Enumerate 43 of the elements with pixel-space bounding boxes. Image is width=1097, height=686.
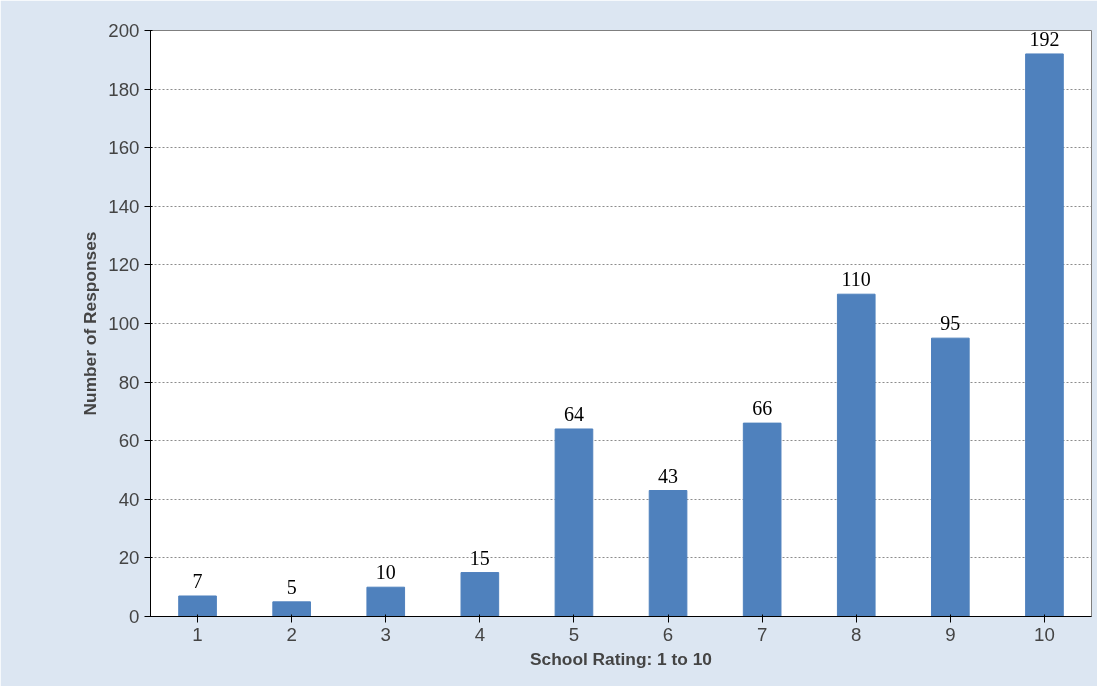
data-label: 43 <box>658 464 679 487</box>
y-tick-label: 180 <box>108 78 140 100</box>
data-label: 95 <box>940 312 961 335</box>
data-label: 15 <box>469 546 490 569</box>
y-tick-label: 140 <box>108 195 140 217</box>
x-tick-label: 10 <box>1034 623 1055 645</box>
bar <box>931 337 970 617</box>
x-tick-label: 1 <box>192 623 203 645</box>
y-tick-label: 160 <box>108 137 140 159</box>
bar <box>460 572 500 617</box>
data-label: 10 <box>375 561 396 584</box>
data-label: 110 <box>841 268 871 291</box>
y-axis-title: Number of Responses <box>80 231 101 416</box>
bar <box>1025 53 1064 617</box>
bar <box>366 586 406 617</box>
bar <box>272 601 311 617</box>
data-label: 66 <box>752 397 773 420</box>
bar <box>648 490 688 617</box>
x-tick-label: 8 <box>851 623 862 645</box>
x-tick-label: 2 <box>286 623 297 645</box>
x-tick-label: 3 <box>380 623 391 645</box>
y-tick-label: 20 <box>118 547 140 569</box>
y-tick-label: 200 <box>108 20 140 41</box>
bar <box>742 422 782 617</box>
y-tick-label: 0 <box>129 606 140 627</box>
data-label: 64 <box>563 402 584 425</box>
y-tick-label: 40 <box>118 488 140 510</box>
bar <box>836 293 876 617</box>
x-tick-label: 4 <box>474 623 486 645</box>
data-label: 5 <box>286 575 297 598</box>
y-tick-label: 120 <box>108 254 140 276</box>
data-label: 7 <box>192 569 203 592</box>
x-axis-title: School Rating: 1 to 10 <box>530 648 712 669</box>
x-tick-label: 5 <box>568 623 580 645</box>
x-tick-label: 7 <box>756 623 768 645</box>
y-tick-label: 80 <box>118 371 140 393</box>
x-tick-label: 6 <box>662 623 674 645</box>
y-tick-label: 100 <box>108 313 140 334</box>
bar <box>178 595 217 617</box>
y-tick-label: 60 <box>118 430 140 452</box>
data-label: 192 <box>1029 27 1060 50</box>
x-tick-label: 9 <box>945 623 956 645</box>
bar <box>554 428 594 617</box>
